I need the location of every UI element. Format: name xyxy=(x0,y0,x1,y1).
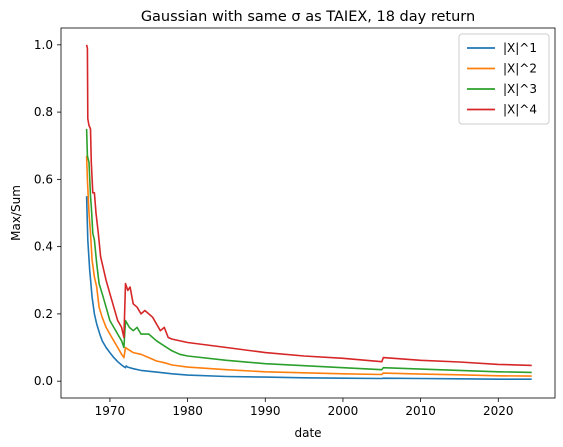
y-tick-label: 0.4 xyxy=(34,240,53,254)
legend-label-2: |X|^2 xyxy=(503,62,537,76)
legend-label-3: |X|^3 xyxy=(503,82,537,96)
legend-label-4: |X|^4 xyxy=(503,103,537,117)
y-tick-label: 0.0 xyxy=(34,374,53,388)
x-axis-label: date xyxy=(294,426,321,440)
ticks-layer: 1970 1980 1990 2000 2010 2020 0.0 0.2 0.4 0.6 0.8 1… xyxy=(34,38,514,418)
x-tick-label: 1970 xyxy=(95,404,126,418)
y-tick-label: 0.8 xyxy=(34,105,53,119)
series-line-3 xyxy=(85,128,532,374)
y-tick-label: 1.0 xyxy=(34,38,53,52)
y-axis-label: Max/Sum xyxy=(9,185,23,241)
x-tick-label: 2020 xyxy=(483,404,514,418)
x-tick-label: 1990 xyxy=(250,404,281,418)
y-tick-label: 0.2 xyxy=(34,307,53,321)
legend-label-1: |X|^1 xyxy=(503,41,537,55)
legend: |X|^1 |X|^2 |X|^3 |X|^4 xyxy=(458,33,550,125)
x-tick-label: 2000 xyxy=(328,404,359,418)
legend-box xyxy=(458,33,550,125)
series-line-1 xyxy=(85,196,532,381)
chart-title: Gaussian with same σ as TAIEX, 18 day re… xyxy=(141,9,475,25)
series-line-4 xyxy=(85,44,532,367)
series-layer xyxy=(85,44,532,381)
x-tick-label: 1980 xyxy=(172,404,203,418)
plot-frame xyxy=(60,27,556,399)
y-tick-label: 0.6 xyxy=(34,172,53,186)
series-line-2 xyxy=(85,155,532,377)
x-tick-label: 2010 xyxy=(405,404,436,418)
